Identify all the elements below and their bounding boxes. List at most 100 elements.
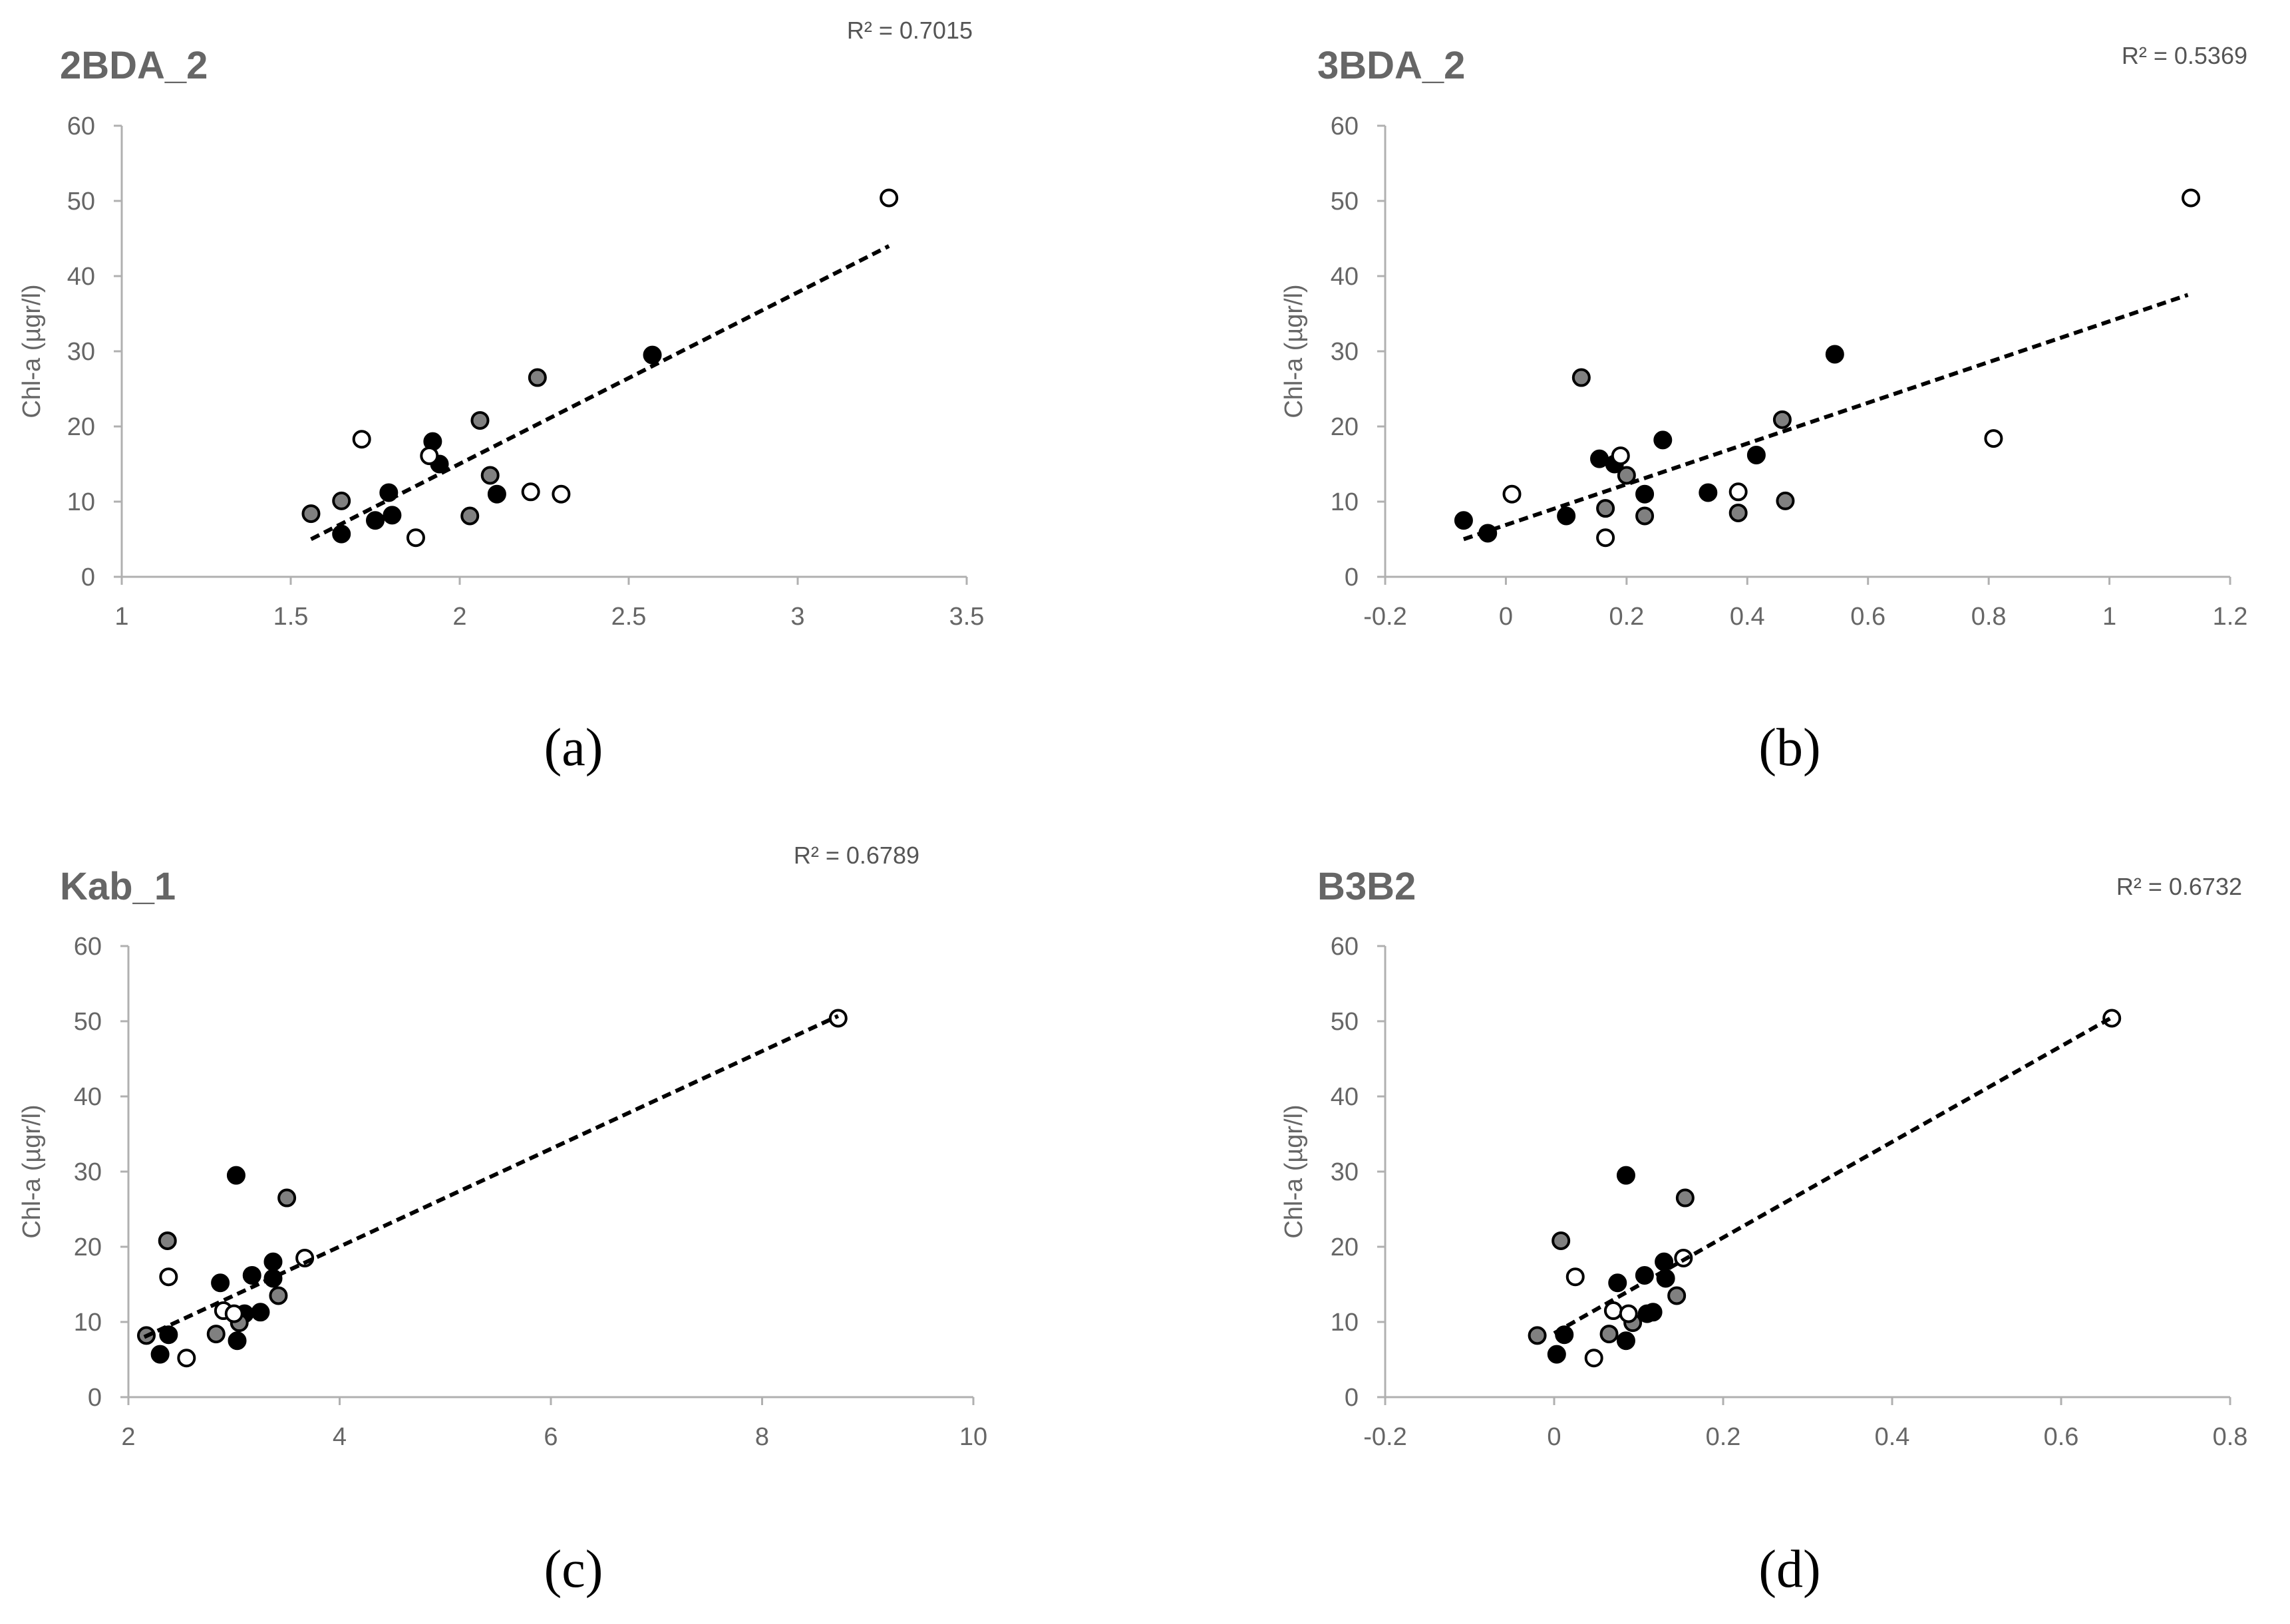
x-tick-label: 0.6	[1850, 603, 1885, 631]
data-point-white	[1984, 429, 2003, 448]
data-point-black	[332, 524, 351, 544]
chart-panel-3: 0 10 20 30 40 50 60 2 4 6 8 10 Chl-a (µgr/l) Kab_1 R² …	[18, 842, 987, 1599]
panel-caption: (a)	[544, 719, 603, 777]
trendline	[1553, 1015, 2113, 1335]
x-tick-label: 1.2	[2213, 603, 2248, 631]
data-point-gray	[1675, 1188, 1695, 1208]
x-tick-label: 3	[790, 603, 804, 631]
y-tick-label: 10	[1331, 488, 1359, 516]
data-point-gray	[301, 504, 321, 524]
data-point-white	[224, 1304, 244, 1323]
data-point-white	[521, 482, 540, 502]
data-point-white	[828, 1009, 848, 1028]
data-point-black	[251, 1303, 270, 1322]
data-point-gray	[528, 368, 547, 387]
x-tick-label: 0.4	[1730, 603, 1765, 631]
x-tick-label: 2	[452, 603, 466, 631]
data-point-black	[1454, 511, 1473, 530]
chart-title: 2BDA_2	[60, 44, 208, 87]
data-point-black	[487, 484, 506, 504]
data-point-gray	[480, 466, 500, 485]
panel-caption: (d)	[1758, 1540, 1820, 1599]
data-point-gray	[277, 1188, 297, 1208]
chart-title: B3B2	[1317, 865, 1416, 908]
data-point-black	[1653, 430, 1673, 450]
data-point-white	[159, 1267, 178, 1287]
x-tick-label: 0.2	[1706, 1423, 1741, 1451]
x-tick-label: 8	[755, 1423, 769, 1451]
panel-caption: (b)	[1758, 719, 1820, 777]
data-point-white	[1502, 484, 1522, 504]
x-tick-label: 0	[1499, 603, 1513, 631]
data-point-black	[1825, 345, 1844, 364]
x-tick-label: 4	[333, 1423, 347, 1451]
y-tick-label: 40	[67, 263, 95, 291]
y-tick-label: 0	[81, 564, 95, 591]
y-axis-label: Chl-a (µgr/l)	[1280, 284, 1308, 418]
data-point-gray	[206, 1325, 226, 1344]
r-squared-label: R² = 0.6732	[2116, 873, 2242, 900]
trendline	[310, 244, 890, 542]
data-point-white	[352, 430, 371, 449]
data-point-white	[177, 1349, 196, 1368]
data-point-black	[159, 1325, 178, 1345]
data-point-black	[1699, 483, 1718, 502]
y-tick-label: 40	[74, 1083, 102, 1111]
data-point-gray	[1528, 1326, 1547, 1345]
y-tick-label: 20	[67, 413, 95, 441]
x-tick-label: 0.2	[1609, 603, 1644, 631]
y-axis-label: Chl-a (µgr/l)	[1280, 1104, 1308, 1238]
data-point-white	[552, 484, 571, 504]
y-tick-label: 10	[67, 488, 95, 516]
data-point-black	[1616, 1331, 1635, 1351]
y-tick-label: 60	[1331, 112, 1359, 140]
y-tick-label: 10	[74, 1309, 102, 1337]
y-tick-label: 50	[1331, 1008, 1359, 1036]
x-tick-label: -0.2	[1363, 1423, 1406, 1451]
trendline	[1462, 293, 2189, 542]
y-tick-label: 30	[1331, 338, 1359, 366]
r-squared-label: R² = 0.6789	[794, 842, 919, 869]
x-tick-label: 2	[121, 1423, 135, 1451]
y-tick-label: 50	[67, 188, 95, 216]
y-tick-label: 20	[74, 1233, 102, 1261]
data-point-black	[383, 506, 402, 525]
x-tick-label: 1	[114, 603, 128, 631]
x-tick-label: 3.5	[949, 603, 985, 631]
y-tick-label: 10	[1331, 1309, 1359, 1337]
data-point-gray	[332, 491, 351, 510]
y-tick-label: 0	[88, 1384, 102, 1412]
y-tick-label: 60	[1331, 933, 1359, 961]
y-axis-label: Chl-a (µgr/l)	[18, 1104, 46, 1238]
data-point-black	[1616, 1166, 1635, 1185]
x-tick-label: -0.2	[1363, 603, 1406, 631]
y-tick-label: 40	[1331, 1083, 1359, 1111]
data-point-black	[211, 1273, 230, 1293]
data-point-black	[366, 511, 385, 530]
data-point-black	[1635, 484, 1655, 504]
data-point-black	[228, 1331, 247, 1351]
data-point-white	[2102, 1009, 2122, 1028]
data-point-gray	[1728, 503, 1748, 522]
data-point-gray	[470, 410, 490, 430]
data-point-gray	[1571, 368, 1591, 387]
x-tick-label: 6	[544, 1423, 558, 1451]
r-squared-label: R² = 0.5369	[2122, 42, 2247, 69]
y-tick-label: 50	[74, 1008, 102, 1036]
data-point-gray	[1596, 499, 1615, 518]
data-point-white	[1565, 1267, 1585, 1287]
data-point-white	[1596, 528, 1615, 548]
data-point-gray	[1667, 1286, 1687, 1305]
data-point-gray	[1599, 1325, 1619, 1344]
data-point-white	[406, 528, 425, 548]
y-tick-label: 20	[1331, 1233, 1359, 1261]
y-tick-label: 30	[1331, 1158, 1359, 1186]
x-tick-label: 0	[1547, 1423, 1561, 1451]
x-tick-label: 0.6	[2044, 1423, 2079, 1451]
data-point-gray	[269, 1286, 288, 1305]
data-point-white	[1611, 446, 1630, 466]
